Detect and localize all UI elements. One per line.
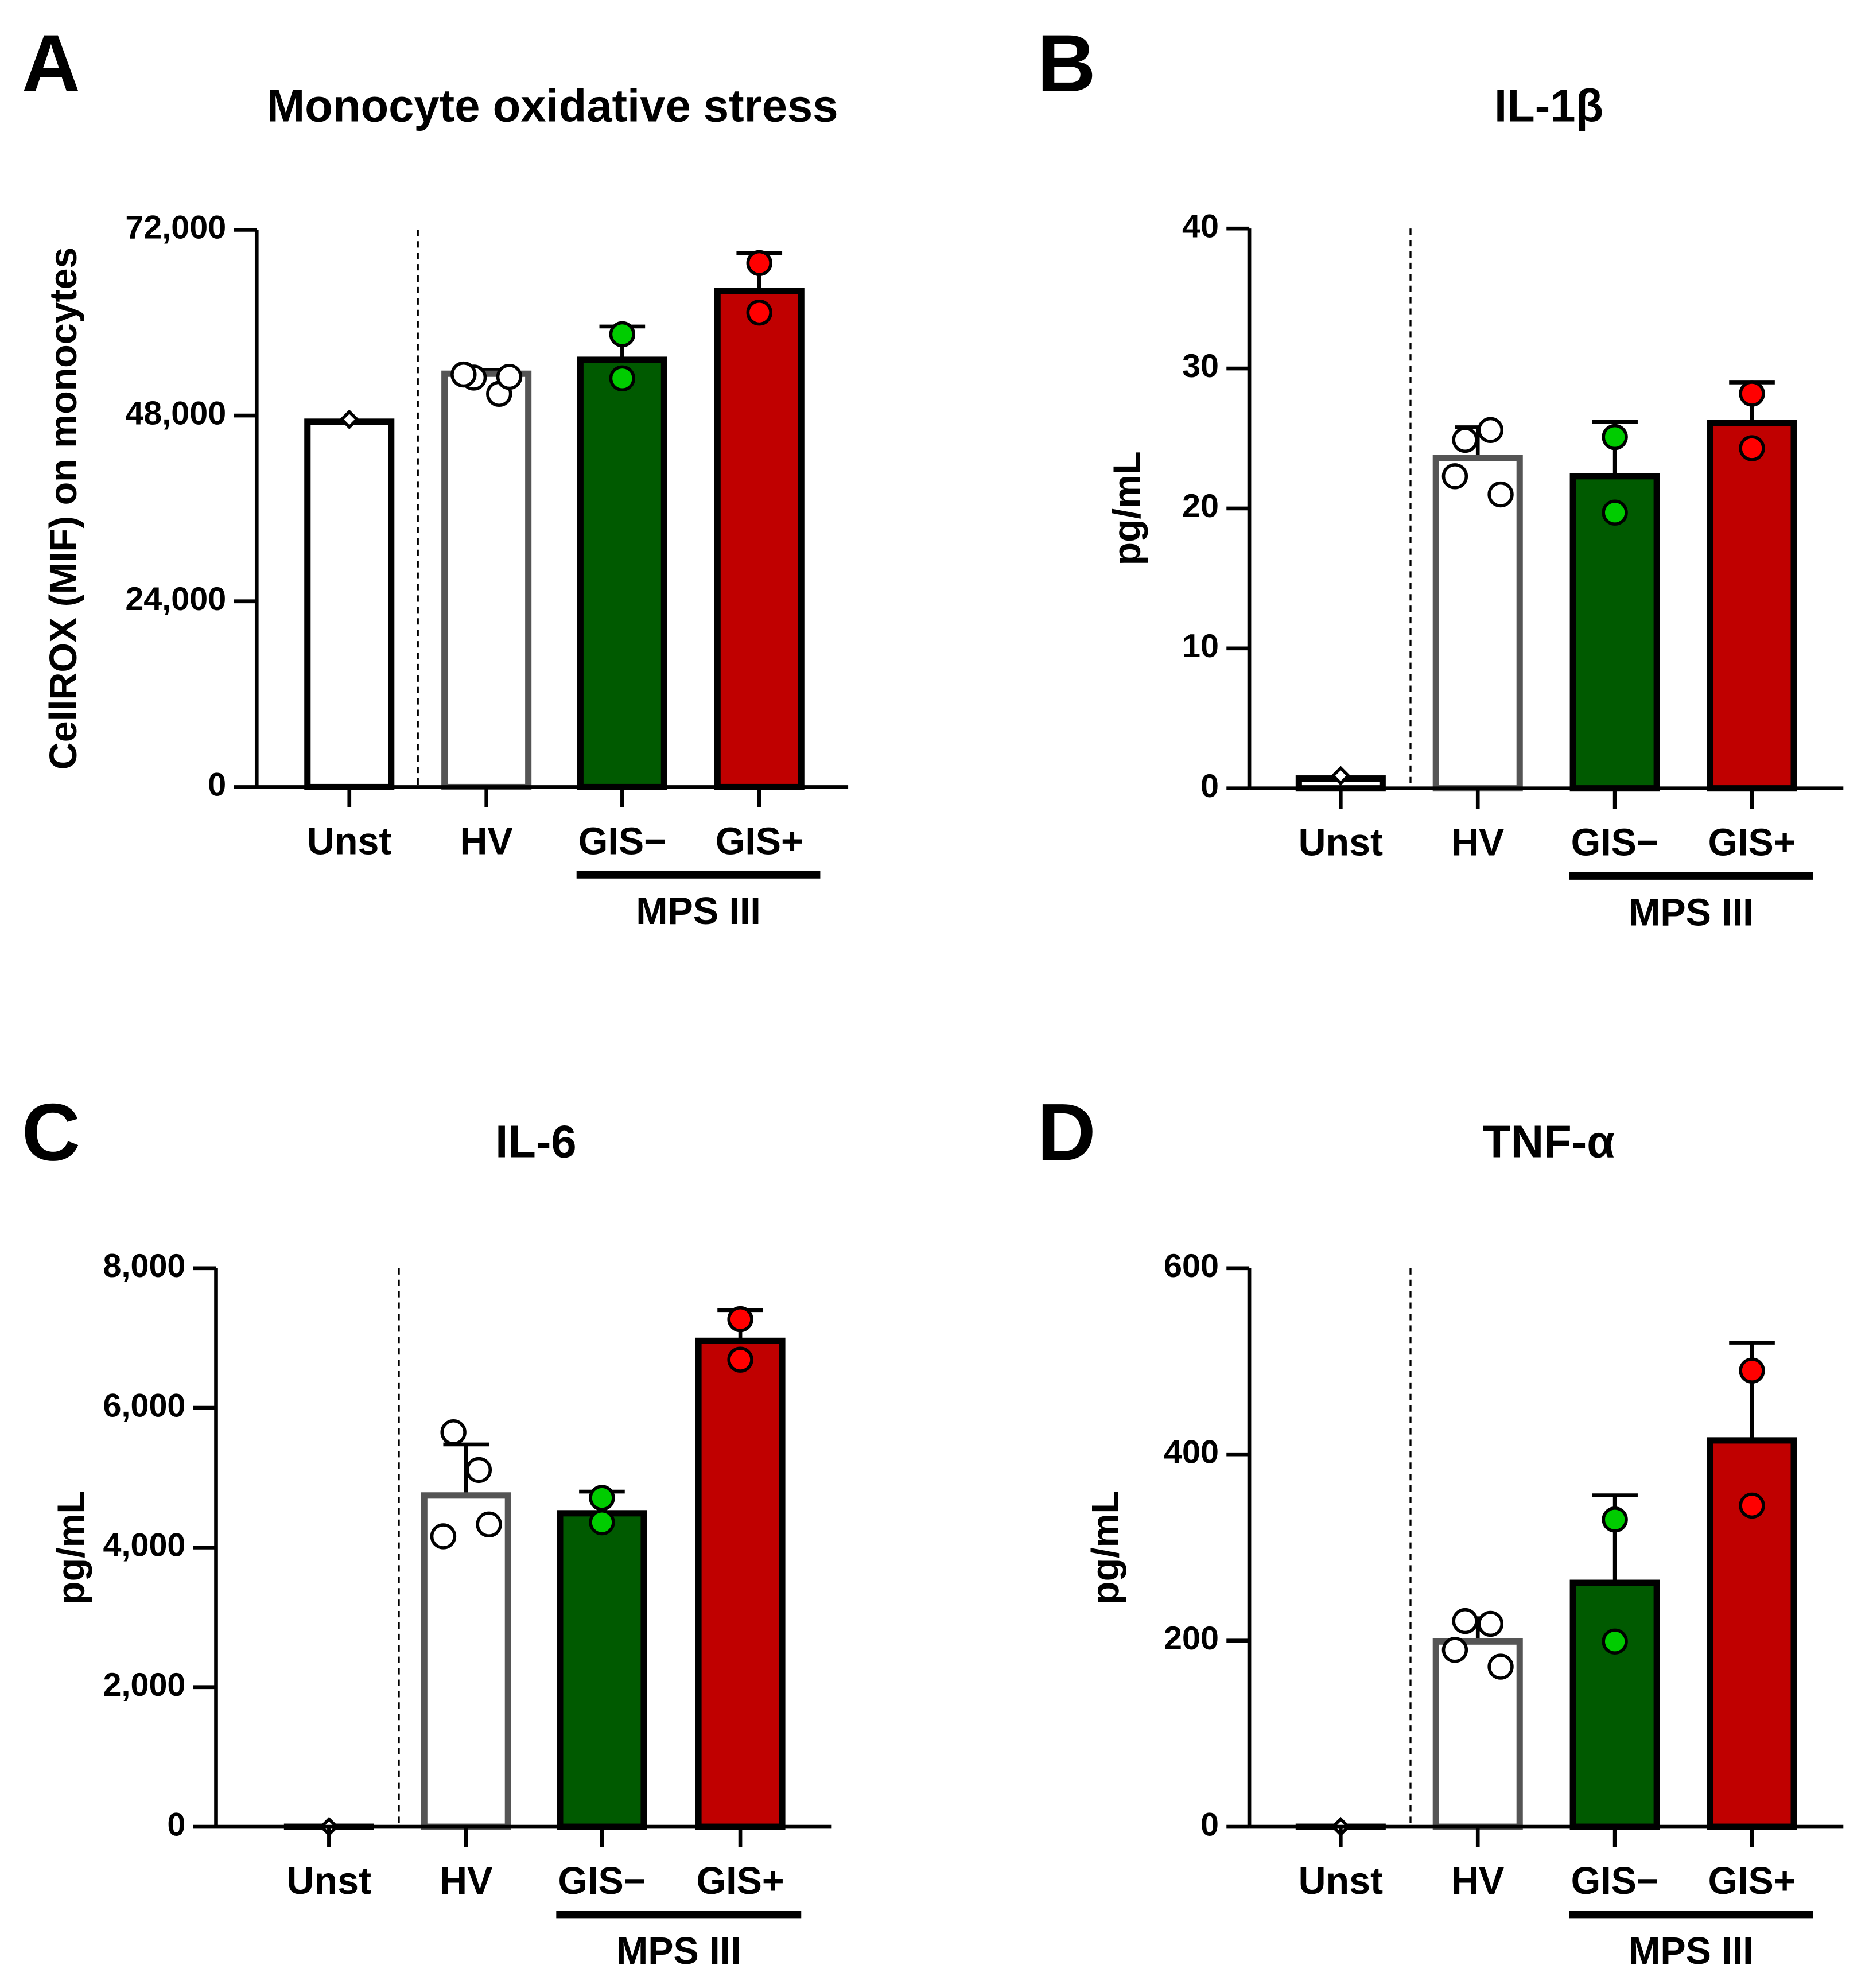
data-point: [1477, 1610, 1504, 1637]
data-point: [589, 1509, 615, 1536]
x-tick-label: HV: [1451, 822, 1504, 864]
data-point: [746, 300, 772, 326]
data-point: [609, 365, 636, 391]
bar: [1569, 1579, 1660, 1830]
y-tick-label: 200: [1164, 1620, 1219, 1657]
y-tick-label: 20: [1182, 488, 1219, 525]
group-label: MPS III: [1629, 1930, 1754, 1973]
data-point: [496, 363, 523, 390]
data-point: [1477, 417, 1504, 444]
data-point: [1441, 1637, 1468, 1663]
bar: [695, 1337, 786, 1830]
data-point: [339, 409, 359, 429]
x-tick-label: Unst: [287, 1860, 371, 1902]
y-tick-label: 40: [1182, 208, 1219, 244]
chart-title: TNF-α: [1483, 1116, 1615, 1167]
x-tick-label: Unst: [1299, 1860, 1383, 1902]
y-axis-label: pg/mL: [1085, 1490, 1127, 1605]
data-point: [1739, 380, 1765, 407]
y-tick-label: 10: [1182, 628, 1219, 665]
data-point: [440, 1419, 467, 1446]
chart-title: IL-6: [495, 1116, 577, 1167]
x-tick-label: GIS+: [1708, 822, 1796, 864]
data-point: [727, 1306, 753, 1333]
panel-letter: D: [1037, 1087, 1095, 1178]
bar: [1569, 473, 1660, 792]
bar: [421, 1492, 511, 1830]
data-point: [746, 250, 772, 277]
data-point: [589, 1485, 615, 1511]
bar: [304, 418, 395, 790]
data-point: [1602, 1506, 1628, 1533]
x-tick-label: GIS−: [1571, 822, 1659, 864]
data-point: [450, 361, 477, 388]
x-tick-label: Unst: [1299, 822, 1383, 864]
y-tick-label: 8,000: [103, 1248, 186, 1284]
y-tick-label: 0: [167, 1806, 185, 1843]
x-tick-label: Unst: [307, 821, 391, 863]
y-axis-label: CellROX (MIF) on monocytes: [42, 247, 85, 770]
bar: [1432, 455, 1523, 792]
data-point: [1602, 499, 1628, 526]
x-tick-label: GIS+: [716, 821, 803, 863]
y-tick-label: 0: [1200, 768, 1219, 805]
y-tick-label: 48,000: [125, 395, 226, 432]
data-point: [1487, 481, 1514, 508]
y-tick-label: 0: [1200, 1806, 1219, 1843]
panel-letter: B: [1037, 18, 1095, 108]
y-tick-label: 0: [208, 767, 226, 803]
data-point: [727, 1346, 753, 1373]
data-point: [1452, 426, 1478, 453]
bar: [557, 1510, 647, 1830]
data-point: [465, 1457, 492, 1484]
bar: [441, 370, 532, 790]
x-tick-label: GIS+: [697, 1860, 784, 1902]
bar: [714, 288, 805, 790]
x-tick-label: HV: [460, 821, 513, 863]
panel-letter: A: [22, 18, 80, 108]
data-point: [1441, 463, 1468, 490]
group-label: MPS III: [616, 1930, 741, 1973]
data-point: [1739, 1357, 1765, 1384]
y-axis-label: pg/mL: [1106, 451, 1149, 565]
data-point: [1739, 1492, 1765, 1519]
data-point: [609, 321, 636, 348]
y-tick-label: 24,000: [125, 581, 226, 618]
y-tick-label: 30: [1182, 348, 1219, 385]
data-point: [476, 1511, 502, 1537]
group-label: MPS III: [1629, 891, 1754, 934]
panel-letter: C: [22, 1087, 80, 1178]
x-tick-label: GIS+: [1708, 1860, 1796, 1902]
bar: [1707, 420, 1797, 792]
data-point: [1739, 435, 1765, 461]
bar: [577, 356, 667, 790]
data-point: [1331, 766, 1351, 786]
y-tick-label: 400: [1164, 1434, 1219, 1470]
data-point: [1487, 1653, 1514, 1680]
x-tick-label: HV: [440, 1860, 492, 1902]
data-point: [430, 1523, 457, 1550]
y-tick-label: 600: [1164, 1248, 1219, 1284]
x-tick-label: GIS−: [578, 821, 666, 863]
data-point: [1602, 1628, 1628, 1655]
x-tick-label: GIS−: [1571, 1860, 1659, 1902]
x-tick-label: GIS−: [558, 1860, 646, 1902]
y-tick-label: 2,000: [103, 1667, 186, 1703]
y-tick-label: 4,000: [103, 1527, 186, 1564]
x-tick-label: HV: [1451, 1860, 1504, 1902]
y-tick-label: 6,000: [103, 1387, 186, 1424]
data-point: [1602, 424, 1628, 451]
group-label: MPS III: [636, 890, 761, 933]
chart-title: IL-1β: [1494, 80, 1603, 131]
data-point: [1452, 1608, 1478, 1634]
chart-title: Monocyte oxidative stress: [267, 80, 838, 131]
y-tick-label: 72,000: [125, 209, 226, 246]
y-axis-label: pg/mL: [50, 1490, 92, 1605]
